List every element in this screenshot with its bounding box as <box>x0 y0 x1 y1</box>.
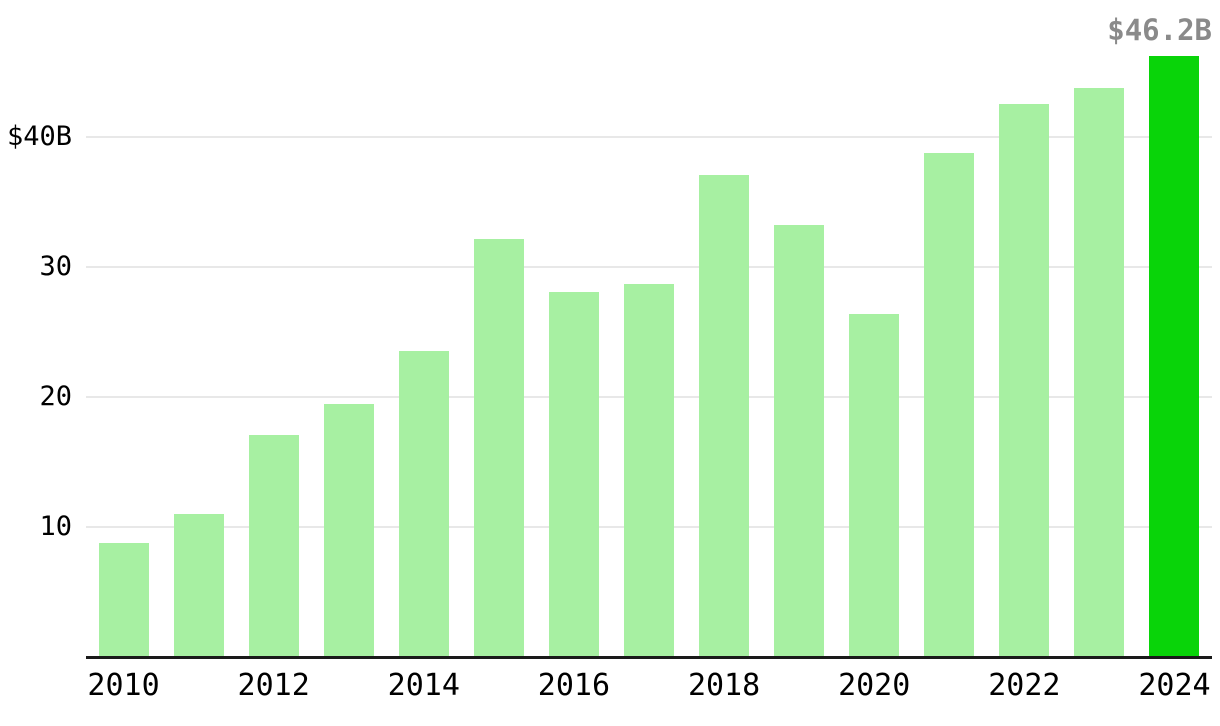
x-tick-label-2022: 2022 <box>988 668 1061 703</box>
bar-2023 <box>1074 88 1125 656</box>
gridline-30 <box>86 266 1212 269</box>
bar-2018 <box>699 175 750 656</box>
x-tick-label-2016: 2016 <box>537 668 611 703</box>
bar-2015 <box>473 239 524 656</box>
bar-2017 <box>624 284 674 656</box>
bar-2012 <box>248 435 299 656</box>
bar-2013 <box>323 403 374 656</box>
x-tick-label-2020: 2020 <box>838 668 911 703</box>
y-tick-label-30: 30 <box>39 251 72 283</box>
x-tick-label-2010: 2010 <box>87 668 160 703</box>
bar-2014 <box>398 350 449 656</box>
bar-2011 <box>173 514 224 656</box>
bar-2010 <box>98 542 149 656</box>
bar-2022 <box>999 103 1050 656</box>
plot-area <box>86 0 1212 659</box>
y-tick-label-40: $40B <box>6 121 72 153</box>
x-tick-label-2024: 2024 <box>1138 668 1211 703</box>
bar-2019 <box>774 224 825 656</box>
value-callout: $46.2B <box>1107 13 1212 47</box>
bar-2024 <box>1149 55 1200 656</box>
gridline-40 <box>86 136 1212 139</box>
x-tick-label-2012: 2012 <box>237 668 310 703</box>
x-axis-line <box>86 656 1212 659</box>
bar-2021 <box>924 153 975 656</box>
bar-2016 <box>548 292 599 656</box>
y-tick-label-20: 20 <box>39 381 72 413</box>
x-tick-label-2018: 2018 <box>687 668 761 703</box>
bar-2020 <box>849 314 900 656</box>
x-tick-label-2014: 2014 <box>387 668 460 703</box>
y-tick-label-10: 10 <box>39 511 72 543</box>
